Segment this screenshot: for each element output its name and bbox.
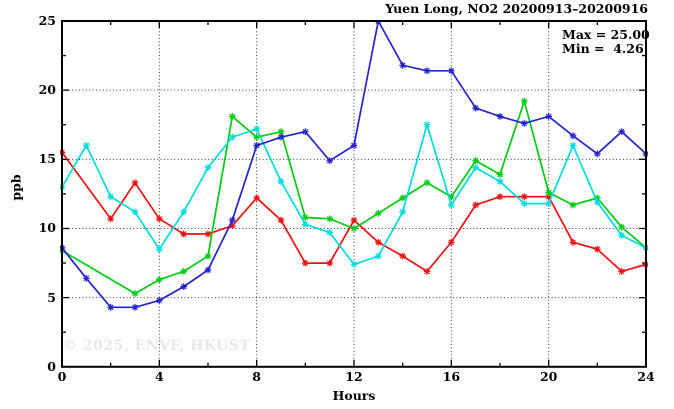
x-tick-label: 12 (345, 369, 363, 384)
x-tick-label: 8 (252, 369, 261, 384)
max-value-label: Max = 25.00 (562, 27, 650, 42)
x-tick-label: 0 (57, 369, 67, 384)
y-tick-label: 10 (38, 220, 56, 236)
series-red-line (61, 151, 647, 273)
y-tick-label: 20 (38, 82, 56, 98)
series-cyan (60, 121, 648, 268)
x-axis-label: Hours (332, 388, 376, 403)
watermark: © 2025, ENVF, HKUST (63, 338, 251, 354)
x-tick-label: 24 (637, 369, 655, 384)
min-value-label: Min = 4.26 (562, 41, 644, 56)
plot-border (61, 20, 647, 368)
chart-title: Yuen Long, NO2 20200913–20200916 (385, 1, 648, 16)
x-tick-label: 16 (442, 369, 461, 384)
max-min-annotation: Max = 25.00 Min = 4.26 (562, 28, 650, 56)
x-tick-label: 20 (539, 369, 558, 384)
gridlines (62, 21, 646, 367)
y-tick-label: 0 (47, 358, 56, 374)
y-axis-label: ppb (8, 174, 24, 201)
x-tick-label: 4 (154, 369, 164, 384)
y-tick-label: 5 (47, 289, 56, 305)
y-tick-label: 15 (38, 151, 56, 167)
y-tick-label: 25 (38, 13, 56, 28)
